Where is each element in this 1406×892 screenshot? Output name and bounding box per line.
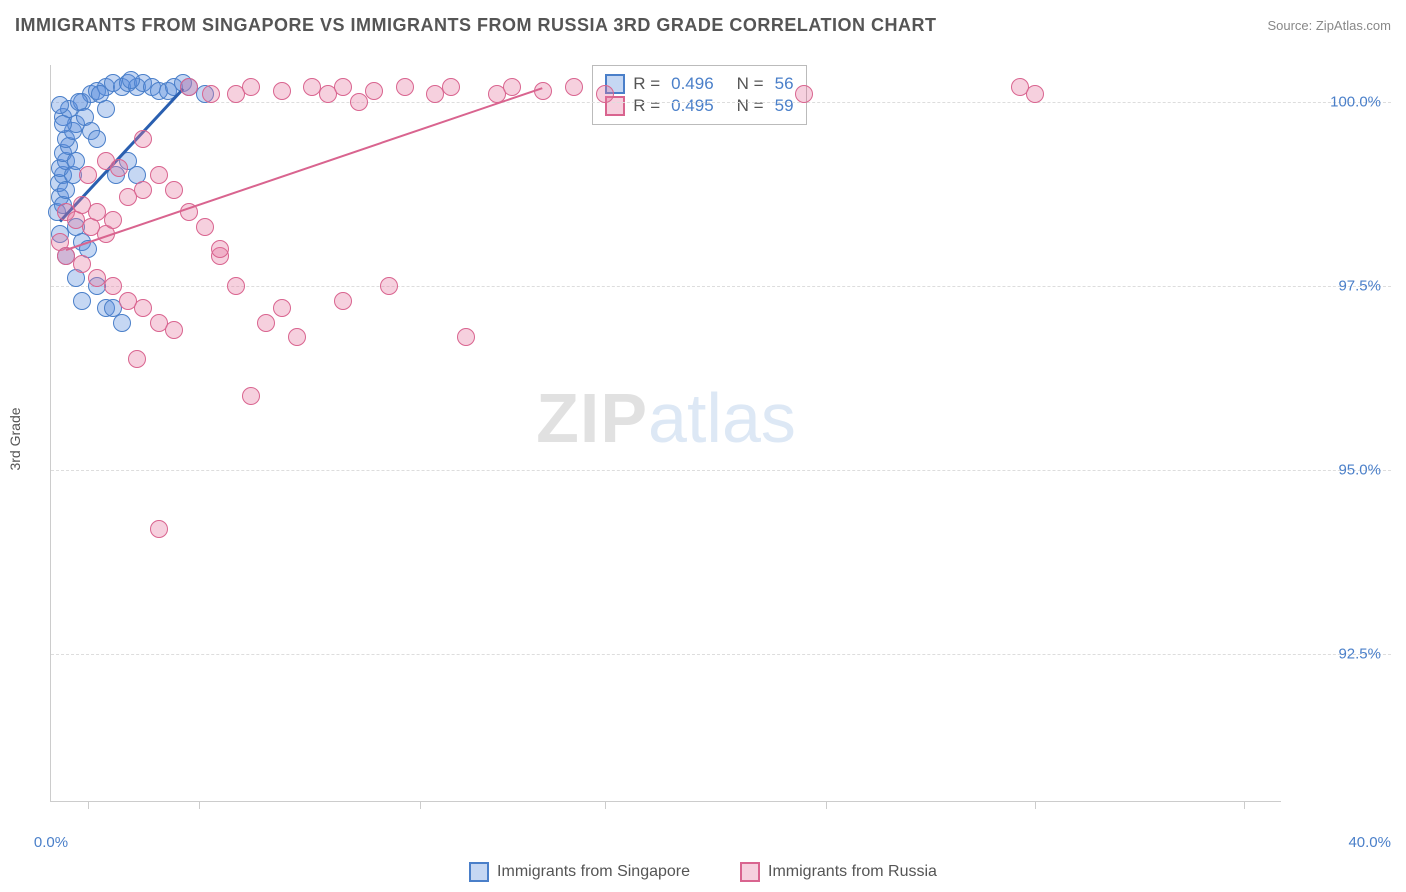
legend-r-value: 0.495: [671, 96, 714, 116]
legend-swatch: [740, 862, 760, 882]
y-tick-label: 100.0%: [1291, 93, 1381, 110]
scatter-point: [334, 78, 352, 96]
bottom-legend-item: Immigrants from Russia: [740, 862, 937, 882]
x-tick: [1035, 801, 1036, 809]
legend-swatch: [469, 862, 489, 882]
scatter-point: [596, 85, 614, 103]
scatter-point: [457, 328, 475, 346]
scatter-point: [113, 314, 131, 332]
scatter-point: [380, 277, 398, 295]
scatter-point: [110, 159, 128, 177]
legend-n-value: 56: [775, 74, 794, 94]
scatter-point: [273, 82, 291, 100]
scatter-point: [165, 321, 183, 339]
legend-row: R = 0.496 N = 56: [605, 74, 793, 94]
x-tick: [605, 801, 606, 809]
scatter-point: [88, 130, 106, 148]
scatter-point: [150, 520, 168, 538]
scatter-point: [79, 166, 97, 184]
scatter-point: [73, 255, 91, 273]
scatter-point: [51, 96, 69, 114]
scatter-point: [503, 78, 521, 96]
scatter-point: [1026, 85, 1044, 103]
watermark-zip: ZIP: [536, 379, 648, 457]
scatter-point: [242, 78, 260, 96]
scatter-point: [54, 115, 72, 133]
scatter-point: [128, 350, 146, 368]
legend-row: R = 0.495 N = 59: [605, 96, 793, 116]
chart-title: IMMIGRANTS FROM SINGAPORE VS IMMIGRANTS …: [15, 15, 937, 36]
x-tick: [420, 801, 421, 809]
x-tick-label-min: 0.0%: [34, 834, 68, 851]
gridline: [51, 470, 1391, 471]
watermark-atlas: atlas: [648, 379, 796, 457]
legend-n-value: 59: [775, 96, 794, 116]
legend-n-label: N =: [737, 96, 764, 116]
scatter-point: [196, 218, 214, 236]
chart-container: 3rd Grade ZIPatlas R =0.496N =56R =0.495…: [50, 45, 1391, 832]
scatter-point: [97, 100, 115, 118]
scatter-point: [565, 78, 583, 96]
scatter-point: [442, 78, 460, 96]
scatter-point: [73, 292, 91, 310]
y-axis-label: 3rd Grade: [7, 407, 23, 470]
x-tick: [826, 801, 827, 809]
bottom-legend-label: Immigrants from Russia: [768, 863, 937, 881]
scatter-point: [122, 71, 140, 89]
x-tick: [199, 801, 200, 809]
scatter-point: [396, 78, 414, 96]
scatter-point: [795, 85, 813, 103]
gridline: [51, 102, 1391, 103]
scatter-point: [104, 277, 122, 295]
gridline: [51, 286, 1391, 287]
x-tick: [88, 801, 89, 809]
legend-n-label: N =: [737, 74, 764, 94]
x-tick: [1244, 801, 1245, 809]
scatter-point: [134, 299, 152, 317]
scatter-point: [257, 314, 275, 332]
scatter-point: [242, 387, 260, 405]
scatter-point: [273, 299, 291, 317]
bottom-legend-label: Immigrants from Singapore: [497, 863, 690, 881]
gridline: [51, 654, 1391, 655]
scatter-point: [211, 240, 229, 258]
y-tick-label: 97.5%: [1291, 277, 1381, 294]
y-tick-label: 92.5%: [1291, 645, 1381, 662]
scatter-point: [227, 277, 245, 295]
scatter-point: [202, 85, 220, 103]
bottom-legend-item: Immigrants from Singapore: [469, 862, 690, 882]
legend-r-value: 0.496: [671, 74, 714, 94]
scatter-point: [288, 328, 306, 346]
bottom-legend: Immigrants from Singapore Immigrants from…: [0, 862, 1406, 882]
scatter-point: [165, 181, 183, 199]
scatter-point: [350, 93, 368, 111]
y-tick-label: 95.0%: [1291, 461, 1381, 478]
plot-area: ZIPatlas R =0.496N =56R =0.495N =59 100.…: [50, 65, 1281, 802]
scatter-point: [334, 292, 352, 310]
scatter-point: [150, 166, 168, 184]
watermark: ZIPatlas: [536, 378, 796, 458]
chart-source: Source: ZipAtlas.com: [1267, 18, 1391, 33]
scatter-point: [180, 78, 198, 96]
scatter-point: [134, 181, 152, 199]
scatter-point: [365, 82, 383, 100]
source-prefix: Source:: [1267, 18, 1315, 33]
chart-header: IMMIGRANTS FROM SINGAPORE VS IMMIGRANTS …: [15, 10, 1391, 40]
scatter-point: [104, 211, 122, 229]
legend-r-label: R =: [633, 74, 660, 94]
scatter-point: [134, 130, 152, 148]
legend-r-label: R =: [633, 96, 660, 116]
correlation-legend-box: R = 0.496 N = 56 R = 0.495 N = 59: [592, 65, 806, 125]
x-tick-label-max: 40.0%: [1348, 834, 1391, 851]
source-name: ZipAtlas.com: [1316, 18, 1391, 33]
